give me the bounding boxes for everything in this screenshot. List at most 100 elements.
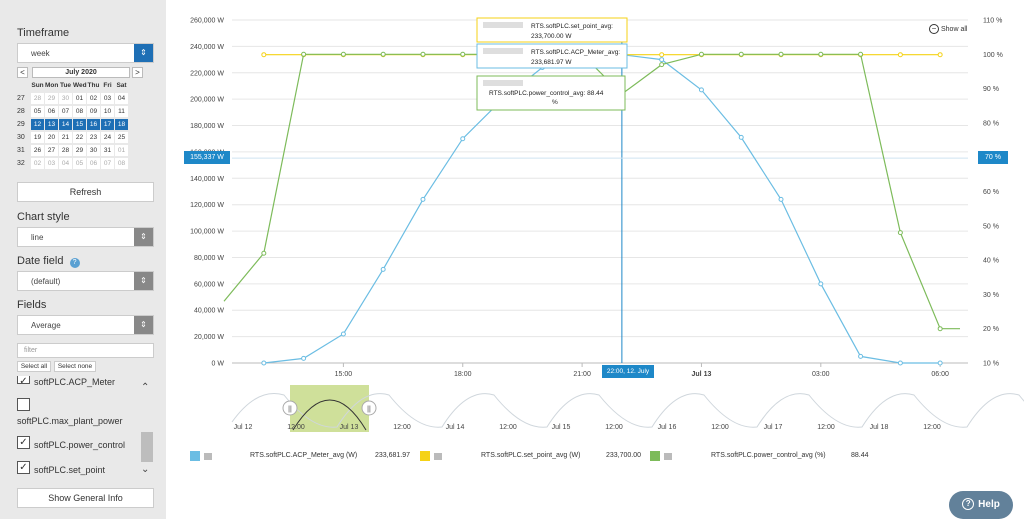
calendar-day[interactable]: 15: [73, 119, 86, 130]
week-number[interactable]: 27: [17, 95, 25, 102]
calendar-prev-button[interactable]: <: [17, 67, 28, 78]
scrollbar-thumb[interactable]: [141, 432, 153, 462]
calendar-day[interactable]: 09: [87, 106, 100, 117]
tooltip-value: 233,681.97 W: [531, 59, 572, 66]
calendar-day[interactable]: 19: [31, 132, 44, 143]
calendar-day[interactable]: 29: [73, 145, 86, 156]
select-all-button[interactable]: Select all: [17, 361, 51, 372]
calendar-day[interactable]: 04: [59, 158, 72, 169]
data-point: [897, 52, 903, 58]
navigator-label: Jul 17: [764, 424, 783, 431]
calendar-day[interactable]: 05: [73, 158, 86, 169]
calendar-day[interactable]: 31: [101, 145, 114, 156]
filter-input[interactable]: filter: [17, 343, 154, 358]
chart-style-select[interactable]: line ⇕: [17, 227, 154, 247]
calendar-day-header: Sat: [116, 82, 127, 89]
calendar-next-button[interactable]: >: [132, 67, 143, 78]
calendar-day[interactable]: 02: [87, 93, 100, 104]
calendar-day-header: Wed: [73, 82, 87, 89]
scroll-down-icon[interactable]: ⌄: [141, 464, 150, 475]
refresh-button[interactable]: Refresh: [17, 182, 154, 202]
y-left-tick-label: 260,000 W: [190, 18, 224, 25]
calendar-day[interactable]: 08: [115, 158, 128, 169]
calendar-day[interactable]: 02: [31, 158, 44, 169]
calendar-day[interactable]: 20: [45, 132, 58, 143]
redacted-prefix: [204, 453, 212, 460]
data-point: [738, 134, 744, 140]
calendar-day[interactable]: 23: [87, 132, 100, 143]
y-right-tick-label: 100 %: [983, 52, 1003, 59]
calendar-day[interactable]: 28: [59, 145, 72, 156]
calendar-day[interactable]: 14: [59, 119, 72, 130]
y-left-tick-label: 40,000 W: [194, 308, 224, 315]
legend-swatch: [190, 451, 200, 461]
calendar-day[interactable]: 17: [101, 119, 114, 130]
calendar-day[interactable]: 16: [87, 119, 100, 130]
calendar-day[interactable]: 05: [31, 106, 44, 117]
help-icon[interactable]: ?: [69, 258, 80, 268]
calendar-day[interactable]: 10: [101, 106, 114, 117]
fields-aggregation-value: Average: [31, 321, 61, 330]
calendar-day[interactable]: 03: [101, 93, 114, 104]
tooltips: RTS.softPLC.set_point_avg: 233,700.00 W RT…: [476, 17, 628, 111]
week-number[interactable]: 30: [17, 134, 25, 141]
data-point: [659, 57, 665, 63]
calendar-day[interactable]: 22: [73, 132, 86, 143]
field-checkbox-power-control[interactable]: ✓: [17, 436, 30, 449]
scroll-up-icon[interactable]: ⌃: [141, 382, 150, 393]
week-number[interactable]: 29: [17, 121, 25, 128]
calendar-day[interactable]: 03: [45, 158, 58, 169]
calendar-day[interactable]: 11: [115, 106, 128, 117]
calendar-day[interactable]: 27: [45, 145, 58, 156]
x-tick-label: 03:00: [812, 371, 830, 378]
calendar-day[interactable]: 26: [31, 145, 44, 156]
calendar-day[interactable]: 25: [115, 132, 128, 143]
show-general-info-button[interactable]: Show General Info: [17, 488, 154, 508]
crosshair-x-value: 22:00, 12. July: [602, 365, 654, 378]
field-label-acp-meter: softPLC.ACP_Meter: [34, 377, 116, 387]
date-field-select[interactable]: (default) ⇕: [17, 271, 154, 291]
field-label-max-plant-power: softPLC.max_plant_power: [17, 416, 123, 426]
data-point: [698, 87, 704, 93]
calendar-day[interactable]: 01: [115, 145, 128, 156]
calendar-day[interactable]: 12: [31, 119, 44, 130]
main-chart[interactable]: 0 W 20,000 W 40,000 W 60,000 W 80,000 W 100,0…: [0, 0, 1024, 445]
help-button[interactable]: ? Help: [949, 491, 1013, 519]
field-checkbox-set-point[interactable]: ✓: [17, 461, 30, 474]
calendar-day[interactable]: 24: [101, 132, 114, 143]
calendar-day[interactable]: 13: [45, 119, 58, 130]
calendar-day[interactable]: 06: [87, 158, 100, 169]
calendar-day[interactable]: 04: [115, 93, 128, 104]
chart-style-title: Chart style: [17, 211, 70, 223]
calendar-day[interactable]: 29: [45, 93, 58, 104]
calendar-day[interactable]: 30: [87, 145, 100, 156]
calendar-day[interactable]: 01: [73, 93, 86, 104]
calendar-day[interactable]: 07: [101, 158, 114, 169]
calendar-day[interactable]: 06: [45, 106, 58, 117]
select-none-button[interactable]: Select none: [54, 361, 96, 372]
calendar-day[interactable]: 08: [73, 106, 86, 117]
timeframe-select[interactable]: week ⇕: [17, 43, 154, 63]
x-tick-label: 21:00: [573, 371, 591, 378]
calendar-day[interactable]: 30: [59, 93, 72, 104]
data-point: [778, 196, 784, 202]
calendar-day[interactable]: 21: [59, 132, 72, 143]
field-checkbox-acp-meter[interactable]: ✓: [17, 376, 30, 387]
show-all-button[interactable]: − Show all: [929, 24, 967, 34]
calendar-day[interactable]: 28: [31, 93, 44, 104]
week-number[interactable]: 32: [17, 160, 25, 167]
calendar-day[interactable]: 07: [59, 106, 72, 117]
data-point: [937, 52, 943, 58]
week-number[interactable]: 31: [17, 147, 25, 154]
calendar-month[interactable]: July 2020: [32, 67, 130, 78]
calendar-week-row: 30 19 20 21 22 23 24 25: [17, 132, 145, 143]
calendar-day-header: Fri: [103, 82, 112, 89]
y-right-tick-label: 60 %: [983, 189, 999, 196]
data-point: [340, 51, 346, 57]
fields-aggregation-select[interactable]: Average ⇕: [17, 315, 154, 335]
field-checkbox-max-plant-power[interactable]: [17, 398, 30, 411]
date-field-value: (default): [31, 277, 61, 286]
week-number[interactable]: 28: [17, 108, 25, 115]
calendar-day[interactable]: 18: [115, 119, 128, 130]
navigator-selection: [290, 385, 369, 432]
